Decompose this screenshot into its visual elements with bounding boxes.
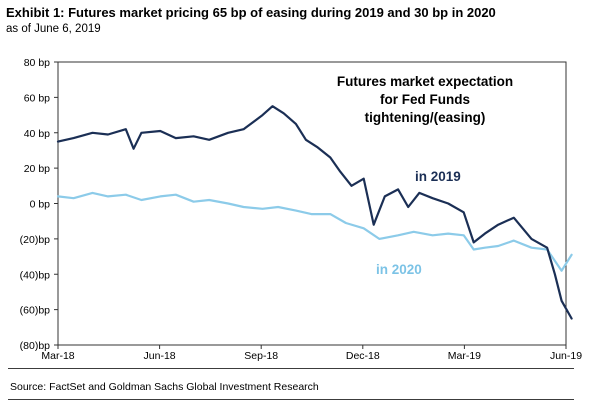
x-tick-label: Mar-19 <box>448 350 481 362</box>
y-tick-label: (60)bp <box>20 305 51 317</box>
y-tick-label: 40 bp <box>24 128 50 140</box>
x-axis-ticks: Mar-18 Jun-18 Sep-18 Dec-18 Mar-19 Jun-19 <box>41 345 582 362</box>
x-tick-label: Jun-18 <box>144 350 176 362</box>
x-tick-label: Jun-19 <box>550 350 582 362</box>
y-tick-label: (80)bp <box>20 340 51 352</box>
y-tick-label: 60 bp <box>24 92 50 104</box>
x-tick-label: Mar-18 <box>41 350 74 362</box>
chart-subtitle: as of June 6, 2019 <box>6 23 101 35</box>
y-tick-label: (20)bp <box>20 234 51 246</box>
y-tick-label: (40)bp <box>20 269 51 281</box>
series-label-2019: in 2019 <box>415 169 461 184</box>
series-label-2020: in 2020 <box>376 262 422 277</box>
chart-annotation-title-line: tightening/(easing) <box>365 110 486 125</box>
chart-title: Exhibit 1: Futures market pricing 65 bp … <box>6 5 496 20</box>
x-tick-label: Sep-18 <box>244 350 278 362</box>
x-tick-label: Dec-18 <box>346 350 380 362</box>
y-tick-label: 80 bp <box>24 57 50 69</box>
series-line-in-2019 <box>56 105 573 320</box>
chart-annotation-title-line: Futures market expectation <box>337 74 513 89</box>
y-axis-ticks: 80 bp 60 bp 40 bp 20 bp 0 bp (20)bp (40)bp (60)… <box>20 57 58 352</box>
y-tick-label: 0 bp <box>30 199 51 211</box>
source-note: Source: FactSet and Goldman Sachs Global… <box>10 381 319 393</box>
annotation-layer: Futures market expectation for Fed Funds t… <box>337 74 513 277</box>
y-tick-label: 20 bp <box>24 163 50 175</box>
plot-frame <box>57 61 567 346</box>
bottom-divider <box>8 399 574 400</box>
footer-divider <box>8 368 574 369</box>
series-line-in-2020 <box>56 191 573 272</box>
chart-annotation-title-line: for Fed Funds <box>380 92 470 107</box>
series-layer <box>56 105 573 320</box>
